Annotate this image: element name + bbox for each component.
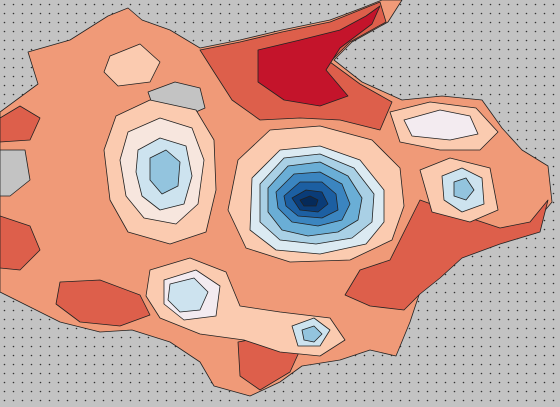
gap <box>0 149 31 197</box>
region-blue <box>301 325 323 343</box>
region-blue <box>149 149 181 195</box>
contours <box>0 0 553 397</box>
region-red <box>344 199 549 311</box>
region-blue6 <box>299 195 319 207</box>
region-red <box>55 279 151 327</box>
region-blue <box>453 177 475 201</box>
region-darkred <box>257 5 381 107</box>
region-lightblue <box>167 277 209 313</box>
region-light <box>403 109 479 141</box>
region-red <box>0 215 41 271</box>
region-red <box>0 105 41 143</box>
region-peach <box>103 43 161 87</box>
